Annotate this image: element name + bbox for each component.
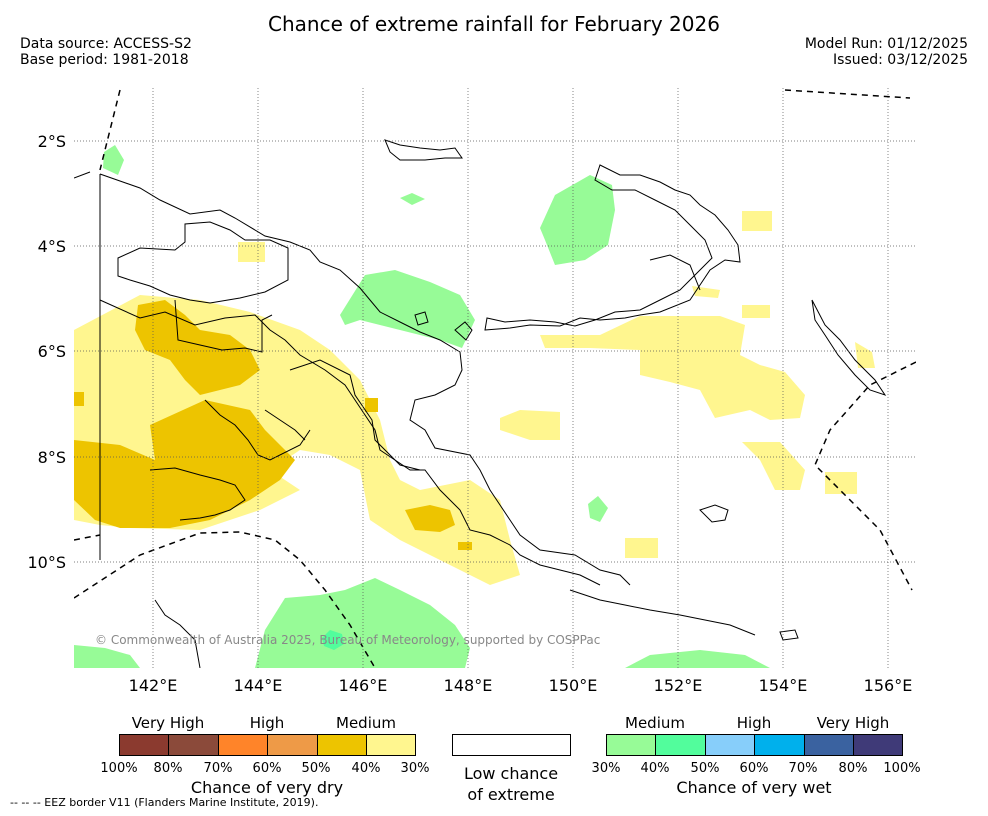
model-run-block: Model Run: 01/12/2025 Issued: 03/12/2025 <box>805 36 968 68</box>
dry-swatch-5 <box>366 734 417 756</box>
low-caption-line2: of extreme <box>467 785 554 804</box>
dry-swatch-1 <box>168 734 219 756</box>
lon-label-156e: 156°E <box>864 676 913 695</box>
wet-tick: 50% <box>691 761 720 776</box>
wet-cat-high: High <box>737 714 771 732</box>
wet-tick: 80% <box>839 761 868 776</box>
issued-date: Issued: 03/12/2025 <box>833 52 968 68</box>
low-chance-swatch <box>452 734 571 756</box>
lat-label-6s: 6°S <box>38 342 66 361</box>
model-run: Model Run: 01/12/2025 <box>804 36 968 52</box>
wet-swatch-1 <box>655 734 706 756</box>
wet-tick: 100% <box>883 761 920 776</box>
wet-swatch-0 <box>606 734 657 756</box>
wet-tick: 40% <box>641 761 670 776</box>
wet-cat-medium: Medium <box>625 714 685 732</box>
dry-swatch-4 <box>316 734 367 756</box>
dry-cat-medium: Medium <box>336 714 396 732</box>
eez-note: -- -- -- EEZ border V11 (Flanders Marine… <box>10 796 319 809</box>
dry-tick: 40% <box>352 761 381 776</box>
lat-label-8s: 8°S <box>38 448 66 467</box>
lon-label-154e: 154°E <box>759 676 808 695</box>
dry-cat-very-high: Very High <box>132 714 205 732</box>
data-source: Data source: ACCESS-S2 <box>20 36 192 52</box>
lat-label-10s: 10°S <box>27 553 66 572</box>
dry-swatch-0 <box>119 734 170 756</box>
data-source-block: Data source: ACCESS-S2 Base period: 1981… <box>20 36 192 68</box>
wet-swatch-2 <box>704 734 756 756</box>
dry-tick: 30% <box>401 761 430 776</box>
wet-swatch-5 <box>853 734 904 756</box>
lon-label-152e: 152°E <box>654 676 703 695</box>
wet-caption: Chance of very wet <box>676 778 831 797</box>
dry-tick: 80% <box>154 761 183 776</box>
gridlines <box>74 88 916 668</box>
dry-tick: 60% <box>253 761 282 776</box>
dry-medium-areas <box>74 300 472 550</box>
dry-tick: 50% <box>302 761 331 776</box>
wet-swatch-4 <box>803 734 854 756</box>
wet-tick: 30% <box>592 761 621 776</box>
wet-swatch-3 <box>754 734 805 756</box>
eez-borders <box>74 89 916 668</box>
lon-label-144e: 144°E <box>234 676 283 695</box>
low-caption-line1: Low chance <box>464 764 558 783</box>
dry-swatch-3 <box>267 734 318 756</box>
lon-label-148e: 148°E <box>444 676 493 695</box>
dry-caption: Chance of very dry <box>191 778 343 797</box>
lat-label-2s: 2°S <box>38 132 66 151</box>
dry-tick: 100% <box>100 761 137 776</box>
dry-swatch-2 <box>217 734 269 756</box>
wet-tick: 70% <box>789 761 818 776</box>
lon-label-146e: 146°E <box>339 676 388 695</box>
lon-label-150e: 150°E <box>549 676 598 695</box>
lon-label-142e: 142°E <box>129 676 178 695</box>
wet-medium-areas <box>74 145 770 668</box>
copyright-note: © Commonwealth of Australia 2025, Bureau… <box>95 633 601 647</box>
wet-tick: 60% <box>740 761 769 776</box>
wet-cat-very-high: Very High <box>817 714 890 732</box>
dry-tick: 70% <box>204 761 233 776</box>
dry-medium-light-areas <box>74 211 875 585</box>
chart-title: Chance of extreme rainfall for February … <box>268 12 720 36</box>
lat-label-4s: 4°S <box>38 237 66 256</box>
wet-high-spot <box>322 630 344 650</box>
base-period: Base period: 1981-2018 <box>20 52 189 68</box>
coastlines <box>74 139 887 668</box>
dry-cat-high: High <box>250 714 284 732</box>
